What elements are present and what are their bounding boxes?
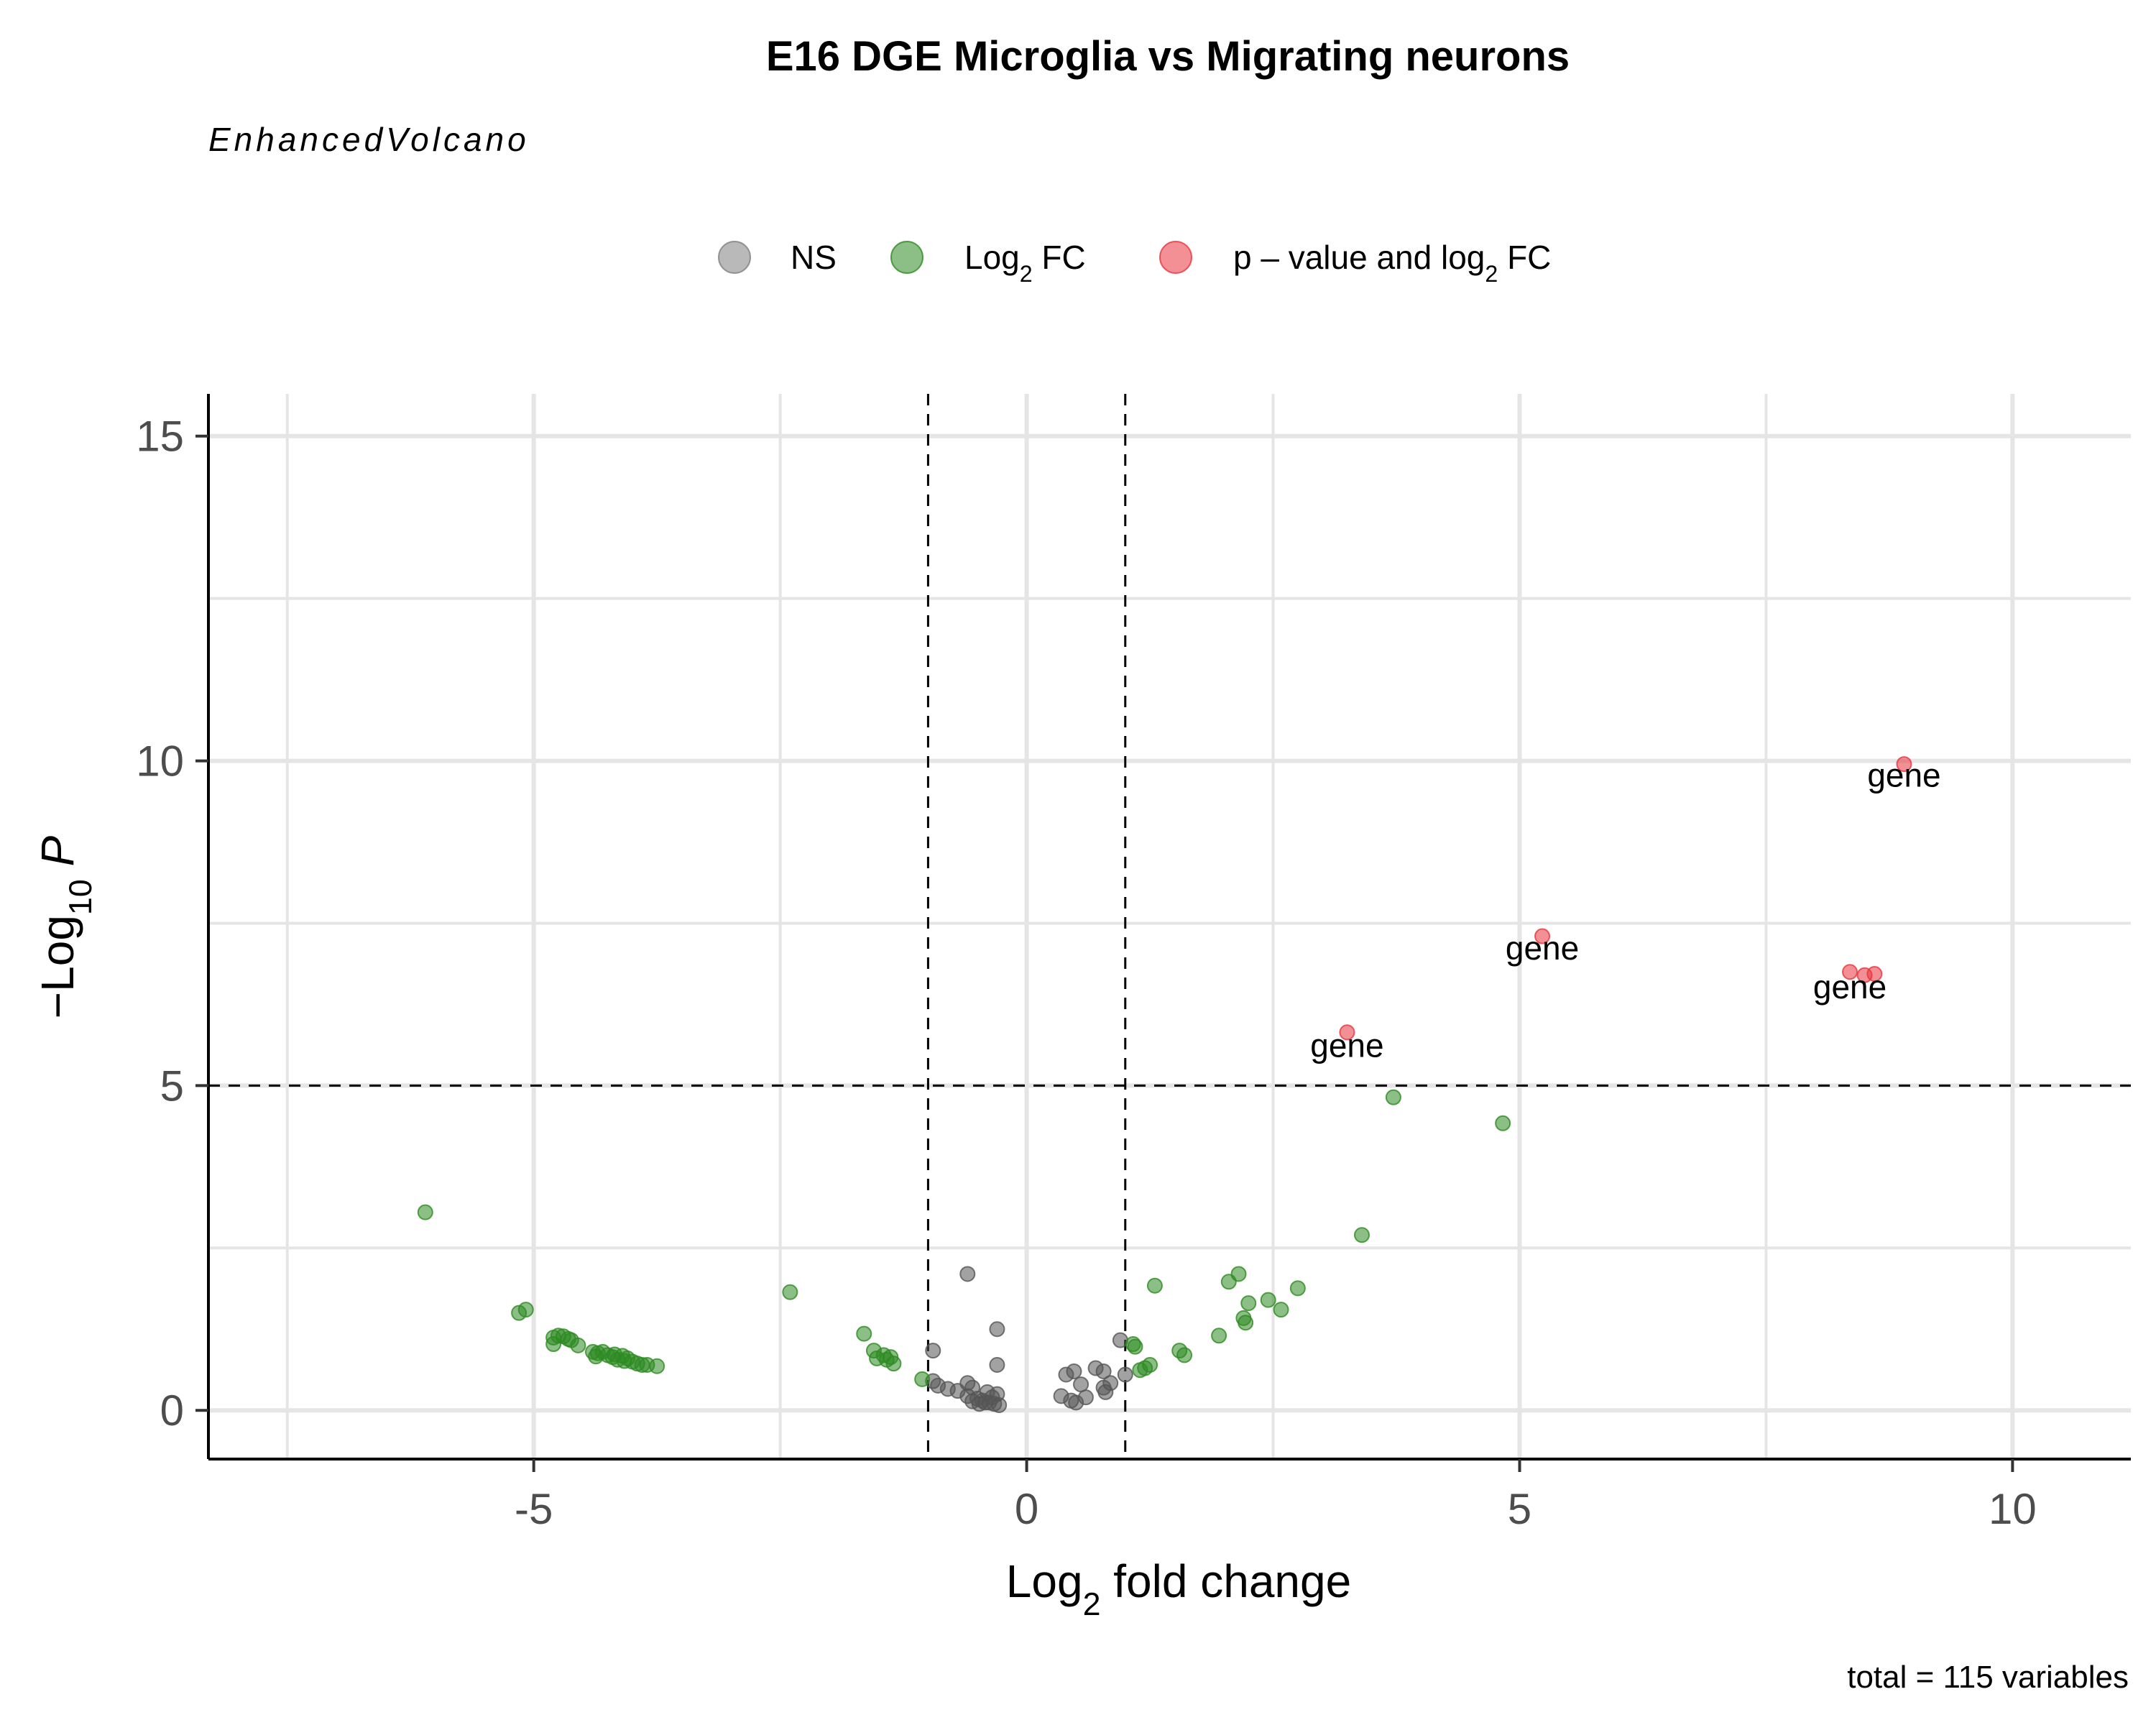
y-tick-label: 10 [136, 737, 184, 786]
legend-label-pfc: p – value and log2 FC [1233, 239, 1551, 287]
data-point-ns [1077, 1389, 1094, 1406]
legend-item-fc: Log2 FC [890, 239, 1086, 287]
x-tick-label: -5 [515, 1485, 553, 1533]
axes [207, 394, 2131, 1460]
major-grid [208, 394, 2131, 1459]
chart-subtitle: EnhancedVolcano [208, 121, 530, 158]
data-point-fc [1354, 1227, 1370, 1243]
data-point-pfc [1896, 756, 1912, 773]
data-point-fc [649, 1358, 665, 1374]
data-point-fc [1142, 1356, 1158, 1373]
data-point-fc [1146, 1277, 1163, 1294]
data-point-fc [885, 1356, 902, 1372]
data-point-pfc [1339, 1024, 1355, 1041]
data-point-pfc [1842, 964, 1858, 980]
data-point-fc [1127, 1338, 1143, 1355]
data-point-fc [1289, 1280, 1306, 1297]
cutoff-lines [208, 394, 2131, 1459]
minor-grid [208, 394, 2131, 1459]
x-tick-label: 0 [1015, 1485, 1038, 1533]
data-point-fc [1260, 1292, 1276, 1308]
data-point-pfc [1534, 928, 1551, 944]
data-point-ns [1066, 1363, 1082, 1380]
gene-label: gene [1813, 968, 1886, 1006]
legend-item-pfc: p – value and log2 FC [1159, 239, 1551, 287]
data-point-fc [914, 1371, 931, 1387]
x-tick-label: 10 [1989, 1485, 2037, 1533]
gene-label: gene [1310, 1026, 1383, 1064]
data-point-fc [1238, 1315, 1254, 1331]
point-labels: gene gene gene gene [1310, 756, 1940, 1064]
chart-title: E16 DGE Microglia vs Migrating neurons [766, 33, 1570, 80]
data-point-fc [1176, 1347, 1193, 1363]
data-point-ns [989, 1321, 1005, 1338]
legend-item-ns: NS [718, 239, 837, 276]
y-tick-label: 5 [160, 1062, 184, 1110]
data-point-fc [856, 1325, 872, 1342]
legend-label-ns: NS [791, 239, 837, 276]
data-point-fc [1240, 1295, 1257, 1312]
data-point-ns [1095, 1363, 1112, 1380]
data-point-ns [989, 1356, 1005, 1373]
legend-marker-pfc [1159, 241, 1192, 274]
data-point-fc [545, 1336, 562, 1353]
ticks: -5 0 5 10 0 5 10 15 [136, 413, 2037, 1533]
chart-caption: total = 115 variables [1847, 1660, 2129, 1695]
data-point-fc [1230, 1266, 1247, 1282]
legend-label-fc: Log2 FC [964, 239, 1086, 287]
x-tick-label: 5 [1508, 1485, 1531, 1533]
gene-label: gene [1867, 756, 1940, 794]
legend-marker-ns [718, 241, 751, 274]
legend: NS Log2 FC p – value and log2 FC [718, 239, 1551, 287]
y-axis-title: −Log10 P [32, 835, 98, 1018]
data-point-fc [517, 1302, 534, 1318]
data-point-ns [925, 1343, 941, 1359]
data-point-fc [1495, 1115, 1511, 1131]
x-axis-title: Log2 fold change [1006, 1555, 1351, 1622]
data-points [417, 756, 1912, 1413]
data-point-ns [964, 1393, 981, 1409]
data-point-fc [1273, 1302, 1289, 1318]
data-point-ns [959, 1266, 976, 1282]
data-point-fc [782, 1284, 798, 1300]
y-tick-label: 0 [160, 1386, 184, 1435]
data-point-fc [1385, 1089, 1401, 1105]
data-point-fc [1211, 1328, 1227, 1344]
legend-marker-fc [890, 241, 923, 274]
data-point-fc [570, 1337, 586, 1353]
y-tick-label: 15 [136, 413, 184, 461]
data-point-fc [417, 1204, 433, 1220]
gene-label: gene [1506, 929, 1579, 967]
data-point-pfc [1866, 965, 1883, 982]
data-point-ns [1117, 1366, 1133, 1383]
data-point-ns [1102, 1375, 1119, 1392]
data-point-ns [1073, 1376, 1089, 1393]
